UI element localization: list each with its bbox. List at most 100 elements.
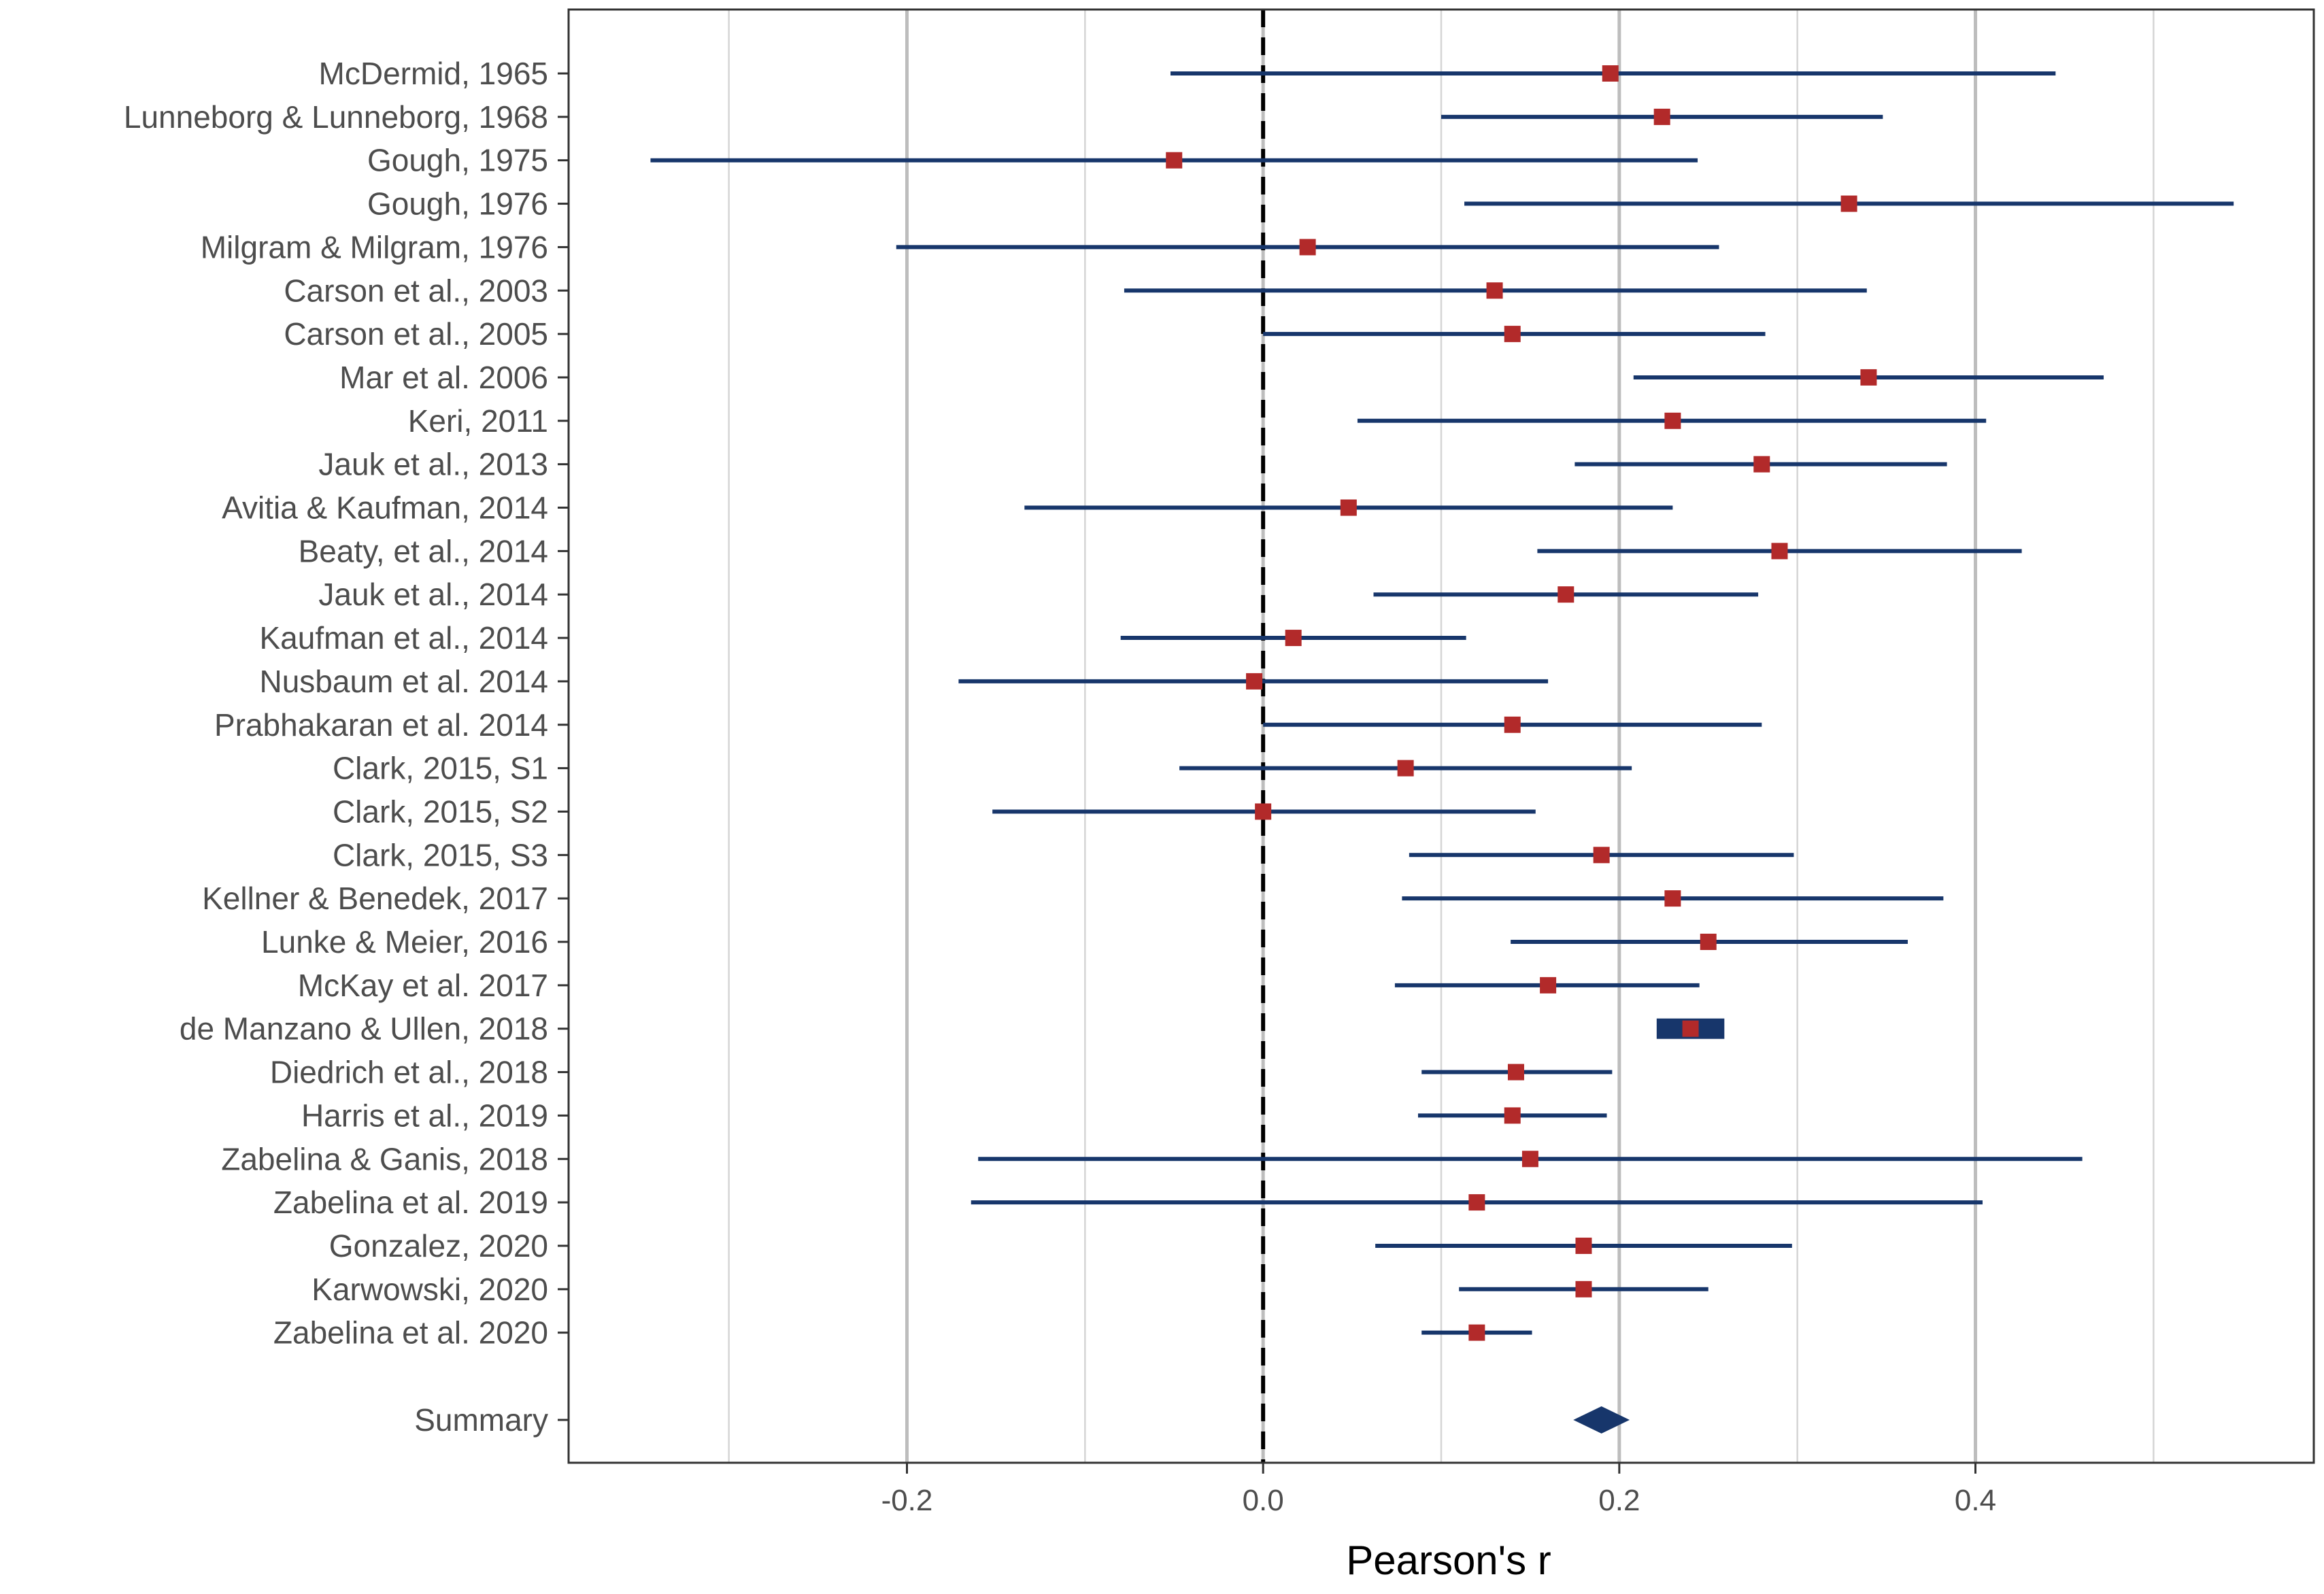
study-label: Beaty, et al., 2014: [299, 533, 548, 569]
x-tick-label: 0.4: [1955, 1484, 1996, 1517]
point-estimate-marker: [1504, 1107, 1521, 1124]
study-row-karwowski-2020: [1459, 1281, 1708, 1298]
study-row-lunke-meier-2016: [1511, 934, 1908, 950]
study-label: Lunke & Meier, 2016: [261, 924, 548, 960]
point-estimate-marker: [1653, 108, 1670, 125]
point-estimate-marker: [1700, 934, 1717, 950]
study-layer: [650, 65, 2234, 1341]
study-label: de Manzano & Ullen, 2018: [180, 1011, 548, 1047]
study-label: Avitia & Kaufman, 2014: [222, 490, 548, 526]
study-label: Zabelina et al. 2019: [273, 1185, 548, 1220]
point-estimate-marker: [1771, 543, 1788, 560]
point-estimate-marker: [1575, 1281, 1592, 1298]
x-axis: -0.2 0.0 0.2 0.4: [881, 1463, 1996, 1517]
point-estimate-marker: [1397, 760, 1414, 777]
study-row-avitia-kaufman-2014: [1024, 499, 1673, 516]
point-estimate-marker: [1504, 716, 1521, 733]
study-label: Clark, 2015, S3: [333, 837, 548, 872]
point-estimate-marker: [1504, 326, 1521, 343]
x-tick-label: 0.0: [1243, 1484, 1284, 1517]
study-label: Nusbaum et al. 2014: [260, 664, 549, 699]
point-estimate-marker: [1255, 803, 1272, 820]
summary-label: Summary: [414, 1402, 548, 1438]
study-label: Karwowski, 2020: [311, 1272, 548, 1307]
study-label: Zabelina & Ganis, 2018: [221, 1141, 548, 1176]
study-label: Prabhakaran et al. 2014: [214, 707, 548, 743]
study-row-kaufman-et-al-2014: [1120, 630, 1466, 647]
point-estimate-marker: [1593, 847, 1610, 864]
study-row-nusbaum-et-al-2014: [958, 673, 1549, 690]
study-label: Gough, 1975: [367, 143, 548, 178]
study-label: Lunneborg & Lunneborg, 1968: [124, 99, 548, 135]
point-estimate-marker: [1753, 456, 1770, 473]
point-estimate-marker: [1246, 673, 1263, 690]
study-label: Clark, 2015, S2: [333, 794, 548, 829]
point-estimate-marker: [1521, 1151, 1538, 1168]
point-estimate-marker: [1166, 152, 1183, 169]
point-estimate-marker: [1602, 65, 1619, 82]
study-row-prabhakaran-et-al-2014: [1263, 716, 1762, 733]
point-estimate-marker: [1575, 1237, 1592, 1254]
study-row-harris-et-al-2019: [1417, 1107, 1607, 1124]
study-label: Gough, 1976: [367, 186, 548, 222]
study-label: Jauk et al., 2013: [318, 447, 548, 482]
study-label: Diedrich et al., 2018: [270, 1055, 548, 1090]
point-estimate-marker: [1664, 412, 1681, 429]
study-row-mckay-et-al-2017: [1394, 977, 1700, 994]
study-row-carson-et-al-2003: [1124, 282, 1867, 299]
study-row-lunneborg-lunneborg-1968: [1441, 108, 1883, 125]
point-estimate-marker: [1860, 369, 1877, 386]
study-row-zabelina-ganis-2018: [978, 1151, 2083, 1168]
summary-layer: [1573, 1406, 1630, 1434]
study-row-diedrich-et-al-2018: [1421, 1064, 1613, 1081]
study-label: Gonzalez, 2020: [329, 1228, 548, 1264]
study-row-jauk-et-al-2014: [1373, 586, 1759, 603]
study-row-keri-2011: [1357, 412, 1987, 429]
study-row-de-manzano-ullen-2018: [1656, 1018, 1725, 1039]
study-row-carson-et-al-2005: [1263, 326, 1766, 343]
point-estimate-marker: [1557, 586, 1574, 603]
study-row-gough-1976: [1464, 195, 2234, 212]
point-estimate-marker: [1664, 890, 1681, 907]
study-row-kellner-benedek-2017: [1402, 890, 1944, 907]
study-label: Milgram & Milgram, 1976: [201, 229, 548, 265]
study-row-mcdermid-1965: [1171, 65, 2056, 82]
study-label: Kaufman et al., 2014: [259, 620, 548, 656]
study-row-zabelina-et-al-2020: [1421, 1324, 1532, 1341]
study-label: Carson et al., 2003: [284, 273, 548, 308]
study-row-clark-2015-s1: [1179, 760, 1632, 777]
study-row-clark-2015-s3: [1409, 847, 1794, 864]
point-estimate-marker: [1507, 1064, 1524, 1081]
study-row-gonzalez-2020: [1375, 1237, 1792, 1254]
study-label: Jauk et al., 2014: [318, 577, 548, 612]
point-estimate-marker: [1285, 630, 1302, 647]
study-label: McKay et al. 2017: [298, 968, 548, 1003]
study-row-milgram-milgram-1976: [896, 239, 1719, 256]
point-estimate-marker: [1486, 282, 1503, 299]
point-estimate-marker: [1468, 1194, 1485, 1211]
study-row-jauk-et-al-2013: [1574, 456, 1947, 473]
study-label: Keri, 2011: [408, 403, 548, 439]
study-label: McDermid, 1965: [319, 56, 548, 91]
study-label: Zabelina et al. 2020: [273, 1315, 548, 1351]
point-estimate-marker: [1840, 195, 1857, 212]
study-row-clark-2015-s2: [992, 803, 1536, 820]
study-label-layer: McDermid, 1965 Lunneborg & Lunneborg, 196…: [124, 56, 569, 1438]
point-estimate-marker: [1299, 239, 1316, 256]
study-label: Carson et al., 2005: [284, 316, 548, 352]
study-label: Kellner & Benedek, 2017: [202, 881, 548, 916]
study-row-zabelina-et-al-2019: [971, 1194, 1983, 1211]
study-row-beaty-et-al-2014: [1537, 543, 2022, 560]
study-row-mar-et-al-2006: [1633, 369, 2104, 386]
point-estimate-marker: [1468, 1324, 1485, 1341]
x-axis-title: Pearson's r: [1346, 1538, 1551, 1583]
study-label: Mar et al. 2006: [339, 360, 548, 395]
study-label: Clark, 2015, S1: [333, 751, 548, 786]
x-tick-label: -0.2: [881, 1484, 933, 1517]
point-estimate-marker: [1340, 499, 1357, 516]
point-estimate-marker: [1540, 977, 1557, 994]
point-estimate-marker: [1682, 1020, 1699, 1037]
